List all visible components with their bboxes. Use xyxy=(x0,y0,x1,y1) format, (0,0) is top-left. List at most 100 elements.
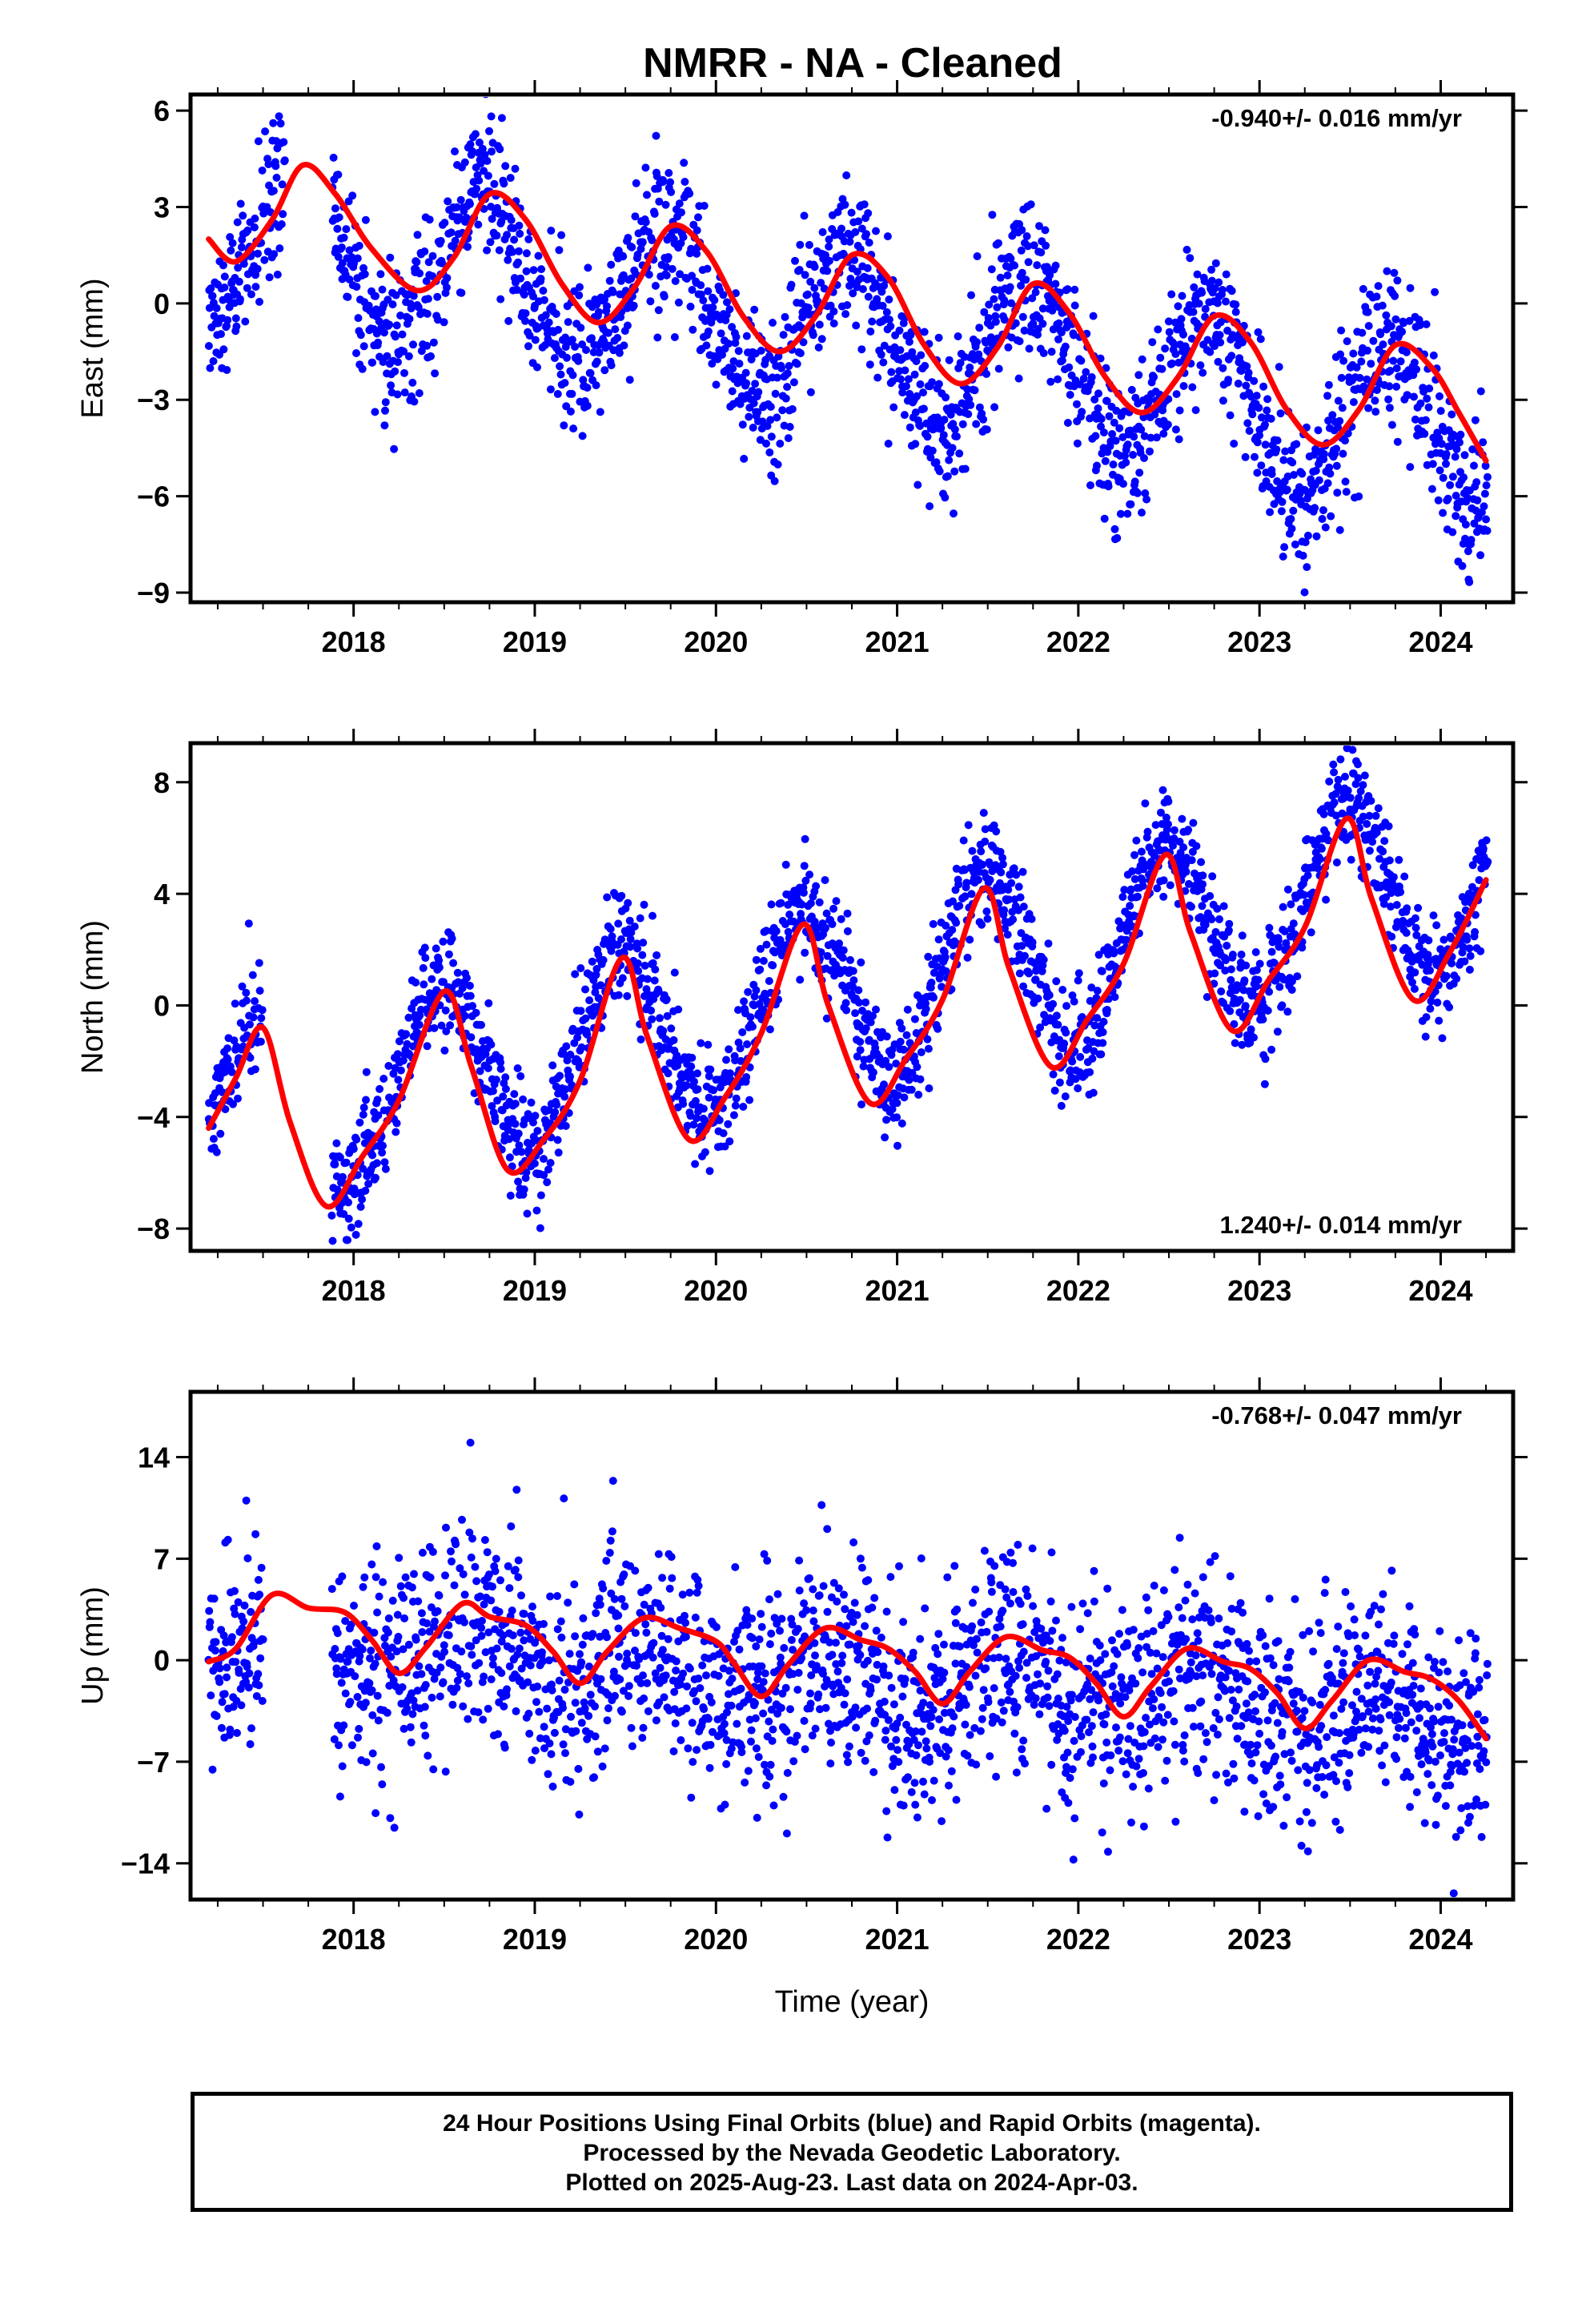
data-point xyxy=(337,243,346,251)
y-tick-label: 7 xyxy=(154,1542,170,1575)
data-point xyxy=(1046,271,1054,279)
data-point xyxy=(1289,919,1298,928)
data-point xyxy=(1359,382,1368,391)
data-point xyxy=(1468,861,1477,870)
data-point xyxy=(1391,292,1399,300)
data-point xyxy=(668,264,677,273)
data-point xyxy=(784,434,793,443)
data-point xyxy=(639,939,648,947)
data-point xyxy=(1334,423,1343,432)
data-point xyxy=(1265,923,1274,932)
data-point xyxy=(496,145,504,154)
data-point xyxy=(1252,966,1261,975)
data-point xyxy=(428,975,436,983)
data-point xyxy=(544,1656,553,1665)
data-point xyxy=(1292,440,1301,448)
data-point xyxy=(1000,316,1009,324)
data-point xyxy=(1477,508,1486,517)
data-point xyxy=(1357,357,1366,366)
data-point xyxy=(223,1535,232,1544)
data-point xyxy=(688,271,697,280)
data-point xyxy=(471,1562,480,1571)
data-point xyxy=(1252,982,1261,991)
data-point xyxy=(1090,1047,1098,1055)
data-point xyxy=(501,1073,510,1082)
data-point xyxy=(594,308,603,316)
data-point xyxy=(1472,478,1481,487)
data-point xyxy=(1382,311,1391,320)
data-point xyxy=(829,319,838,328)
data-point xyxy=(464,243,472,251)
data-point xyxy=(1380,837,1389,846)
data-point xyxy=(973,338,981,347)
data-point xyxy=(388,1596,397,1605)
data-point xyxy=(1358,328,1367,337)
data-point xyxy=(393,390,402,399)
data-point xyxy=(367,1560,376,1569)
data-point xyxy=(712,380,721,389)
data-point xyxy=(937,424,946,432)
data-point xyxy=(562,402,571,411)
data-point xyxy=(1057,1101,1066,1110)
data-point xyxy=(626,943,635,951)
data-point xyxy=(1146,433,1155,442)
data-point xyxy=(1006,254,1015,263)
data-point xyxy=(864,292,873,301)
data-point xyxy=(420,943,429,952)
data-point xyxy=(633,959,642,967)
data-point xyxy=(492,231,501,240)
data-point xyxy=(1227,975,1235,984)
y-tick-label: 8 xyxy=(154,766,170,799)
data-point xyxy=(1058,356,1066,365)
data-point xyxy=(547,1750,556,1759)
data-point xyxy=(392,1119,401,1128)
data-point xyxy=(1164,820,1172,829)
data-point xyxy=(484,1063,492,1072)
data-point xyxy=(1252,392,1261,400)
data-point xyxy=(953,432,961,440)
data-point xyxy=(885,296,893,304)
data-point xyxy=(1481,461,1490,470)
data-point xyxy=(1277,507,1286,516)
data-point xyxy=(206,364,215,372)
data-point xyxy=(1042,263,1051,271)
data-point xyxy=(431,1617,439,1626)
data-point xyxy=(368,1711,377,1719)
data-point xyxy=(1439,473,1447,482)
data-point xyxy=(1330,798,1339,807)
data-point xyxy=(994,364,1003,373)
data-point xyxy=(990,821,998,830)
data-point xyxy=(550,1728,559,1737)
data-point xyxy=(1244,368,1253,377)
data-point xyxy=(803,290,812,299)
x-tick-label: 2022 xyxy=(1046,1274,1110,1307)
data-point xyxy=(725,1045,733,1054)
data-point xyxy=(866,1018,875,1027)
data-point xyxy=(496,295,505,304)
data-point xyxy=(1054,1052,1063,1060)
data-point xyxy=(1028,938,1037,947)
data-point xyxy=(1082,368,1090,376)
data-point xyxy=(372,1159,381,1168)
data-point xyxy=(375,317,383,326)
data-point xyxy=(902,382,910,391)
data-point xyxy=(796,240,805,249)
data-point xyxy=(849,976,858,985)
data-point xyxy=(220,272,229,281)
data-point xyxy=(736,1044,745,1053)
data-point xyxy=(379,1141,387,1150)
data-point xyxy=(412,978,420,987)
data-point xyxy=(1408,978,1416,987)
data-point xyxy=(662,263,671,271)
data-point xyxy=(838,954,847,962)
data-point xyxy=(1150,372,1158,381)
data-point xyxy=(233,218,242,227)
data-point xyxy=(1218,286,1227,294)
data-point xyxy=(511,164,520,173)
data-point xyxy=(350,1602,358,1610)
data-point xyxy=(859,1062,868,1071)
data-point xyxy=(472,1008,480,1017)
data-point xyxy=(365,1679,374,1687)
data-point xyxy=(1055,1078,1064,1087)
data-point xyxy=(694,213,702,222)
